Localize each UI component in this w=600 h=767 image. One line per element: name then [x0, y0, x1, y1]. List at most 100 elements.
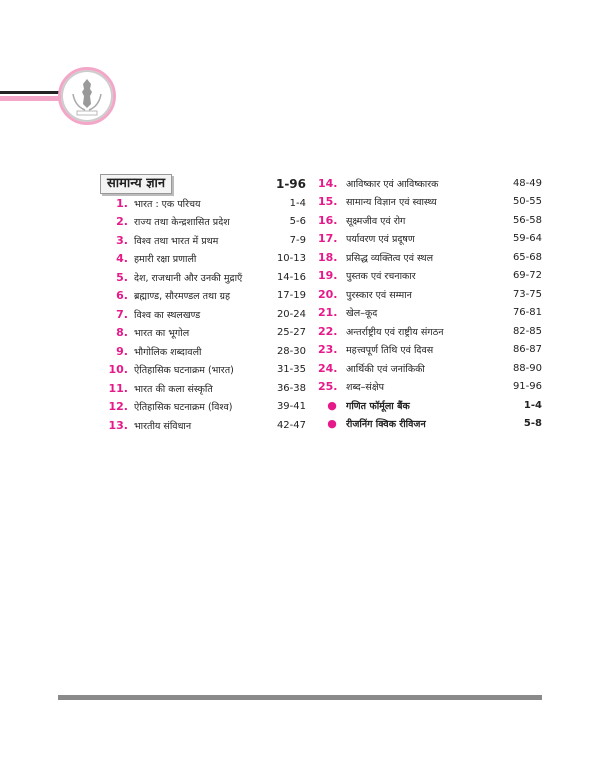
item-pages: 59-64 [512, 233, 542, 245]
toc-item[interactable]: 24. आर्थिकी एवं जनांकिकी 88-90 [318, 359, 542, 378]
item-pages: 36-38 [276, 382, 306, 394]
item-title: महत्त्वपूर्ण तिथि एवं दिवस [346, 345, 434, 357]
item-pages: 76-81 [512, 307, 542, 319]
section-pages: 1-96 [275, 177, 306, 191]
item-number: 23. [318, 343, 338, 357]
toc-item[interactable]: 8. भारत का भूगोल 25-27 [100, 324, 306, 343]
toc-bonus-item[interactable]: ● गणित फॉर्मूला बैंक 1-4 [318, 396, 542, 415]
header-black-line [0, 91, 62, 94]
item-number: 10. [108, 363, 129, 377]
item-title: भौगोलिक शब्दावली [134, 346, 202, 358]
item-title: हमारी रक्षा प्रणाली [134, 254, 197, 266]
toc-item[interactable]: 18. प्रसिद्ध व्यक्तित्व एवं स्थल 65-68 [318, 248, 542, 267]
section-header: सामान्य ज्ञान 1-96 [100, 174, 306, 194]
item-pages: 42-47 [276, 419, 306, 431]
item-number: 22. [318, 324, 338, 338]
item-pages: 31-35 [276, 364, 306, 376]
item-number: 7. [116, 307, 128, 321]
item-title: आविष्कार एवं आविष्कारक [346, 178, 439, 190]
item-title: ऐतिहासिक घटनाक्रम (भारत) [134, 365, 234, 377]
item-title: प्रसिद्ध व्यक्तित्व एवं स्थल [346, 252, 434, 264]
toc-item[interactable]: 16. सूक्ष्मजीव एवं रोग 56-58 [318, 211, 542, 230]
item-number: 16. [318, 213, 338, 227]
item-number: 21. [318, 306, 338, 320]
toc-item[interactable]: 17. पर्यावरण एवं प्रदूषण 59-64 [318, 230, 542, 249]
item-number: 3. [116, 233, 128, 247]
item-title: भारत का भूगोल [134, 328, 190, 340]
toc-item[interactable]: 9. भौगोलिक शब्दावली 28-30 [100, 342, 306, 361]
item-number: 1. [116, 196, 128, 210]
item-pages: 82-85 [512, 325, 542, 337]
emblem-logo [58, 67, 116, 125]
item-title: खेल–कूद [346, 308, 378, 320]
item-pages: 14-16 [276, 271, 306, 283]
item-number: 11. [108, 381, 129, 395]
item-number: 9. [116, 344, 128, 358]
item-pages: 91-96 [512, 381, 542, 393]
item-number: 17. [318, 232, 338, 246]
toc-item[interactable]: 6. ब्रह्माण्ड, सौरमण्डल तथा ग्रह 17-19 [100, 287, 306, 306]
item-title: गणित फॉर्मूला बैंक [346, 400, 410, 412]
item-title: पर्यावरण एवं प्रदूषण [346, 234, 415, 246]
item-title: देश, राजधानी और उनकी मुद्राएँ [134, 272, 243, 284]
toc-item[interactable]: 14. आविष्कार एवं आविष्कारक 48-49 [318, 174, 542, 193]
emblem-icon [72, 79, 102, 116]
item-title: सामान्य विज्ञान एवं स्वास्थ्य [346, 197, 437, 209]
toc-item[interactable]: 4. हमारी रक्षा प्रणाली 10-13 [100, 250, 306, 269]
toc-item[interactable]: 11. भारत की कला संस्कृति 36-38 [100, 379, 307, 398]
item-pages: 39-41 [276, 401, 306, 413]
toc-item[interactable]: 20. पुरस्कार एवं सम्मान 73-75 [318, 285, 542, 304]
item-number: 19. [318, 269, 338, 283]
item-pages: 5-6 [289, 216, 306, 228]
item-number: 20. [318, 287, 338, 301]
item-number: 12. [108, 400, 129, 414]
item-pages: 69-72 [512, 270, 542, 282]
item-number: 24. [318, 361, 338, 375]
item-title: विश्व तथा भारत में प्रथम [134, 235, 219, 247]
bullet-icon: ● [327, 417, 337, 431]
toc-item[interactable]: 21. खेल–कूद 76-81 [318, 304, 542, 323]
toc-item[interactable]: 23. महत्त्वपूर्ण तिथि एवं दिवस 86-87 [318, 341, 542, 360]
item-title: आर्थिकी एवं जनांकिकी [346, 363, 425, 375]
toc-item[interactable]: 25. शब्द–संक्षेप 91-96 [318, 378, 542, 397]
item-title: रीजनिंग क्विक रीविजन [346, 419, 426, 431]
item-number: 5. [116, 270, 128, 284]
toc-item[interactable]: 1. भारत : एक परिचय 1-4 [100, 194, 306, 213]
item-pages: 25-27 [276, 327, 306, 339]
toc-item[interactable]: 12. ऐतिहासिक घटनाक्रम (विश्व) 39-41 [100, 398, 307, 417]
item-title: पुरस्कार एवं सम्मान [346, 289, 412, 301]
item-pages: 17-19 [276, 290, 306, 302]
toc-item[interactable]: 13. भारतीय संविधान 42-47 [100, 416, 307, 435]
item-pages: 73-75 [512, 288, 542, 300]
item-title: अन्तर्राष्ट्रीय एवं राष्ट्रीय संगठन [346, 326, 444, 338]
item-pages: 1-4 [523, 399, 542, 411]
toc-item[interactable]: 22. अन्तर्राष्ट्रीय एवं राष्ट्रीय संगठन 82… [318, 322, 542, 341]
bullet-icon: ● [327, 398, 337, 412]
item-pages: 65-68 [512, 251, 542, 263]
item-title: पुस्तक एवं रचनाकार [346, 271, 416, 283]
item-number: 2. [116, 215, 128, 229]
toc-item[interactable]: 15. सामान्य विज्ञान एवं स्वास्थ्य 50-55 [318, 193, 542, 212]
toc-item[interactable]: 5. देश, राजधानी और उनकी मुद्राएँ 14-16 [100, 268, 306, 287]
item-pages: 50-55 [512, 196, 542, 208]
item-pages: 86-87 [512, 344, 542, 356]
toc-left-column: सामान्य ज्ञान 1-96 1. भारत : एक परिचय 1-4 2… [100, 174, 306, 435]
item-pages: 7-9 [289, 234, 306, 246]
header-pink-band [0, 96, 62, 101]
item-title: सूक्ष्मजीव एवं रोग [346, 215, 406, 227]
toc-item[interactable]: 3. विश्व तथा भारत में प्रथम 7-9 [100, 231, 306, 250]
item-number: 4. [116, 252, 128, 266]
toc-bonus-item[interactable]: ● रीजनिंग क्विक रीविजन 5-8 [318, 415, 542, 434]
item-title: भारतीय संविधान [134, 420, 192, 432]
toc-item[interactable]: 19. पुस्तक एवं रचनाकार 69-72 [318, 267, 542, 286]
toc-item[interactable]: 2. राज्य तथा केन्द्रशासित प्रदेश 5-6 [100, 213, 306, 232]
item-pages: 10-13 [276, 253, 306, 265]
item-pages: 48-49 [512, 177, 542, 189]
toc-item[interactable]: 10. ऐतिहासिक घटनाक्रम (भारत) 31-35 [100, 361, 307, 380]
item-title: राज्य तथा केन्द्रशासित प्रदेश [134, 217, 230, 229]
item-title: शब्द–संक्षेप [346, 382, 385, 394]
toc-item[interactable]: 7. विश्व का स्थलखण्ड 20-24 [100, 305, 306, 324]
item-number: 15. [318, 195, 338, 209]
item-number: 8. [116, 326, 128, 340]
